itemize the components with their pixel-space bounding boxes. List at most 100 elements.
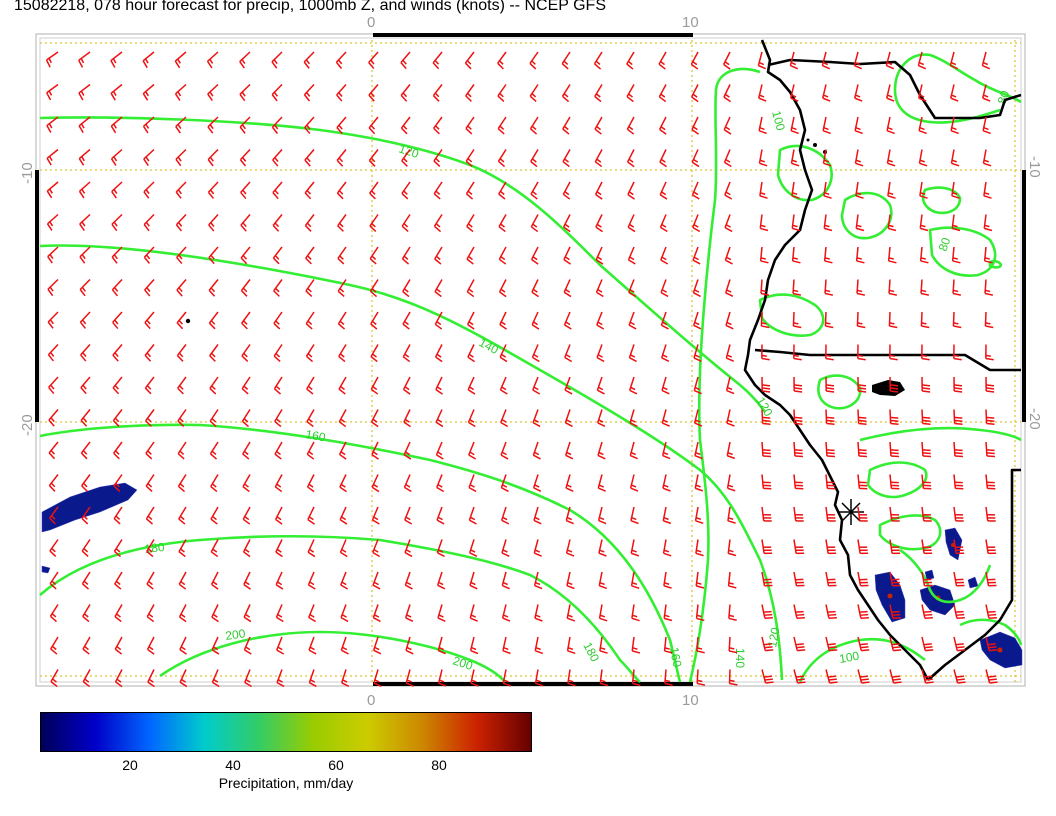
wind-barb-flag xyxy=(308,450,314,456)
contour-label-120b: 120 xyxy=(765,626,782,648)
wind-barb-flag xyxy=(436,288,441,293)
wind-barb-flag xyxy=(147,548,153,553)
wind-barb-flag xyxy=(628,158,634,163)
wind-barb-flag xyxy=(824,260,833,264)
wind-barb-flag xyxy=(828,646,837,649)
wind-barb-flag xyxy=(371,421,379,428)
wind-barb-flag xyxy=(889,325,898,329)
wind-barb-flag xyxy=(984,192,990,195)
wind-barb xyxy=(304,181,315,194)
wind-barb-flag xyxy=(501,487,509,493)
wind-barb-flag xyxy=(466,258,474,265)
wind-barb-flag xyxy=(796,678,805,681)
wind-barb-flag xyxy=(469,451,475,456)
wind-barb-flag xyxy=(112,321,119,330)
wind-barb-flag xyxy=(371,320,377,326)
wind-barb-flag xyxy=(274,453,282,460)
wind-barb-flag xyxy=(594,63,602,70)
wind-barb-flag xyxy=(531,324,540,330)
wind-barb xyxy=(239,83,251,95)
wind-barb-flag xyxy=(595,193,603,200)
wind-barb-flag xyxy=(115,515,121,520)
wind-barb xyxy=(110,51,123,62)
wind-barb-flag xyxy=(661,389,670,395)
wind-barb xyxy=(176,311,187,324)
wind-barb xyxy=(207,83,219,95)
wind-barb xyxy=(336,84,347,96)
wind-barb-flag xyxy=(370,124,376,130)
wind-barb-flag xyxy=(693,191,699,196)
wind-barb-flag xyxy=(308,649,317,655)
wind-barb xyxy=(761,506,765,521)
wind-barb-flag xyxy=(271,126,279,134)
wind-barb xyxy=(271,51,283,63)
wind-barb xyxy=(110,83,123,94)
wind-barb-flag xyxy=(208,224,215,232)
wind-barb-flag xyxy=(48,386,55,395)
wind-barb-flag xyxy=(211,649,220,655)
wind-barb-flag xyxy=(790,129,799,135)
wind-barb xyxy=(48,441,59,454)
wind-barb-flag xyxy=(435,223,441,228)
wind-barb-flag xyxy=(629,223,635,228)
wind-barb-flag xyxy=(502,649,511,655)
wind-barb xyxy=(241,376,251,390)
wind-barb-flag xyxy=(435,388,443,395)
wind-barb xyxy=(368,116,379,129)
wind-barb-flag xyxy=(663,517,669,521)
wind-barb-flag xyxy=(336,159,344,167)
wind-barb-flag xyxy=(81,156,85,162)
wind-barb-flag xyxy=(921,289,927,293)
wind-barb-flag xyxy=(726,357,734,362)
wind-barb xyxy=(985,409,988,424)
wind-barb-flag xyxy=(113,287,119,292)
wind-barb-flag xyxy=(597,422,606,428)
wind-barb-flag xyxy=(242,453,250,460)
wind-barb-flag xyxy=(890,455,899,458)
wind-barb-flag xyxy=(793,354,799,357)
wind-barb-flag xyxy=(403,288,409,293)
wind-barb-flag xyxy=(273,290,280,297)
wind-barb-flag xyxy=(985,357,994,361)
wind-barb-flag xyxy=(148,678,154,683)
wind-barb-flag xyxy=(339,453,347,460)
wind-barb-flag xyxy=(692,93,698,98)
wind-barb-flag xyxy=(436,486,445,493)
wind-barb xyxy=(465,116,475,129)
wind-barb-flag xyxy=(762,455,771,458)
wind-barb-flag xyxy=(468,421,476,428)
wind-barb-flag xyxy=(404,551,413,558)
wind-barb-flag xyxy=(534,549,541,553)
colorbar-tick-20: 20 xyxy=(122,757,138,773)
wind-barb-flag xyxy=(954,384,963,387)
wind-barb-flag xyxy=(797,681,806,684)
wind-barb-flag xyxy=(892,613,901,616)
wind-barb-flag xyxy=(242,518,251,525)
wind-barb-flag xyxy=(530,226,539,233)
wind-barb-flag xyxy=(210,518,218,525)
wind-barb-flag xyxy=(48,155,53,162)
wind-barb xyxy=(465,84,475,97)
wind-barb-flag xyxy=(531,291,539,298)
wind-barb xyxy=(303,51,315,63)
wind-barb-flag xyxy=(339,320,345,326)
wind-barb xyxy=(207,181,219,193)
wind-barb-flag xyxy=(861,681,870,684)
wind-barb-flag xyxy=(856,257,862,260)
wind-barb xyxy=(337,214,347,227)
wind-barb xyxy=(336,181,347,194)
wind-barb-flag xyxy=(825,289,831,293)
wind-barb-flag xyxy=(564,356,573,363)
wind-barb xyxy=(305,246,315,259)
wind-barb xyxy=(111,278,123,291)
wind-barb-flag xyxy=(630,454,638,460)
wind-barb-flag xyxy=(535,679,542,683)
wind-barb-flag xyxy=(953,289,959,293)
wind-barb-flag xyxy=(954,452,963,455)
wind-barb-flag xyxy=(208,289,216,297)
wind-barb-flag xyxy=(661,256,667,261)
wind-barb-flag xyxy=(628,126,634,131)
wind-barb-flag xyxy=(146,352,152,358)
wind-barb-flag xyxy=(596,191,602,196)
wind-barb-flag xyxy=(858,387,867,390)
